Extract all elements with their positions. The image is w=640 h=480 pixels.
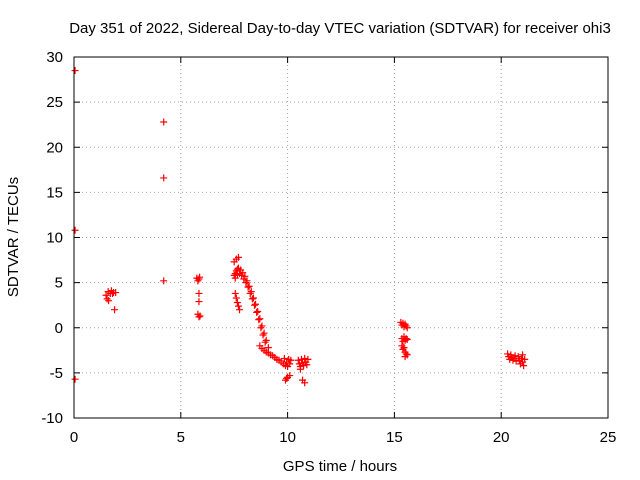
data-point (297, 355, 305, 363)
grid (74, 57, 608, 418)
data-point (160, 174, 168, 182)
y-tick-label: 5 (55, 275, 63, 292)
data-point (519, 351, 527, 359)
data-point (521, 355, 529, 363)
data-point (256, 315, 264, 323)
data-point (304, 355, 312, 363)
data-point (517, 354, 525, 362)
data-point (257, 324, 265, 332)
y-tick-label: 25 (46, 94, 63, 111)
data-point (105, 297, 113, 305)
x-tick-label: 20 (493, 429, 510, 446)
data-point (234, 253, 242, 261)
data-point (195, 313, 203, 321)
data-point (512, 357, 520, 365)
data-point (231, 289, 239, 297)
y-tick-label: -10 (41, 410, 63, 427)
data-point (403, 335, 411, 343)
data-point (296, 365, 304, 373)
data-point (246, 289, 254, 297)
data-point (232, 294, 240, 302)
data-points (71, 67, 529, 387)
data-point (71, 67, 79, 75)
data-point (195, 298, 203, 306)
data-point (234, 302, 242, 310)
y-axis-label: SDTVAR / TECUs (5, 177, 22, 297)
y-tick-labels: -10 -5 0 5 10 15 20 25 30 (41, 49, 63, 427)
data-point (511, 352, 519, 360)
data-point (261, 338, 269, 346)
data-point (102, 291, 110, 299)
y-tick-label: 10 (46, 230, 63, 247)
data-point (108, 289, 116, 297)
data-point (286, 372, 294, 380)
data-point (254, 308, 262, 316)
y-tick-label: 20 (46, 139, 63, 156)
data-point (294, 356, 302, 364)
x-tick-labels: 0 5 10 15 20 25 (70, 429, 617, 446)
plot-frame (73, 56, 609, 419)
data-point (403, 324, 411, 332)
data-point (103, 295, 111, 303)
data-point (231, 274, 239, 282)
chart-title: Day 351 of 2022, Sidereal Day-to-day VTE… (69, 20, 611, 37)
data-point (258, 322, 266, 330)
x-tick-label: 0 (70, 429, 78, 446)
data-point (238, 271, 246, 279)
y-tick-label: 15 (46, 184, 63, 201)
data-point (520, 362, 528, 370)
data-point (301, 379, 309, 387)
data-point (233, 298, 241, 306)
data-point (280, 354, 288, 362)
data-point (300, 362, 308, 370)
data-point (160, 118, 168, 126)
data-point (248, 295, 256, 303)
data-point (112, 289, 120, 297)
data-point (401, 353, 409, 361)
data-point (255, 316, 263, 324)
data-point (402, 335, 410, 343)
data-point (240, 275, 248, 283)
y-tick-label: 30 (46, 49, 63, 66)
data-point (253, 308, 261, 316)
x-tick-label: 5 (177, 429, 185, 446)
data-point (71, 375, 79, 383)
x-tick-label: 25 (600, 429, 617, 446)
data-point (400, 344, 408, 352)
data-point (303, 361, 311, 369)
data-point (196, 273, 204, 281)
x-tick-label: 15 (386, 429, 403, 446)
data-point (245, 282, 253, 290)
y-tick-label: 0 (55, 320, 63, 337)
data-point (250, 301, 258, 309)
x-axis-label: GPS time / hours (283, 458, 397, 475)
x-tick-label: 10 (279, 429, 296, 446)
data-point (301, 354, 309, 362)
data-point (285, 355, 293, 363)
data-point (259, 331, 267, 339)
data-point (249, 294, 257, 302)
y-tick-label: -5 (50, 365, 63, 382)
data-point (262, 336, 270, 344)
data-point (111, 306, 119, 314)
data-point (260, 329, 268, 337)
data-point (244, 283, 252, 291)
data-point (196, 312, 204, 320)
data-point (236, 306, 244, 314)
data-point (242, 279, 250, 287)
data-point (71, 226, 79, 234)
data-point (160, 277, 168, 285)
data-point (195, 289, 203, 297)
data-point (252, 300, 260, 308)
